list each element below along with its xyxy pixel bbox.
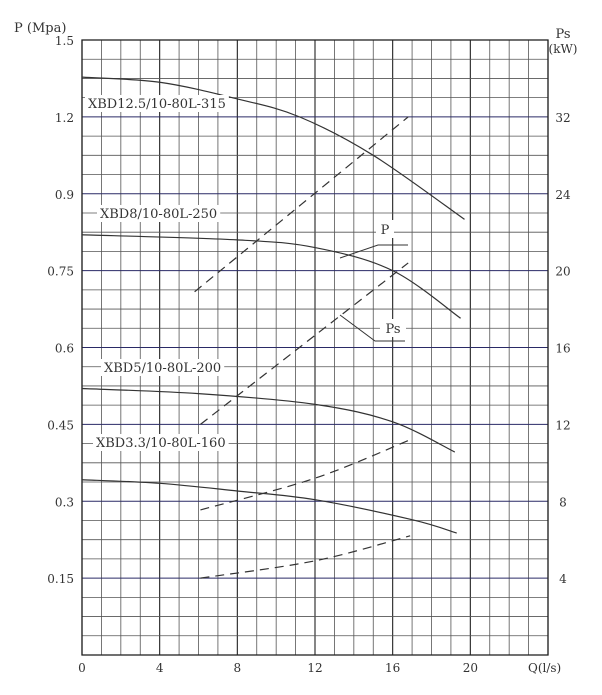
y-left-tick-label: 0.9 xyxy=(55,188,74,202)
x-tick-label: 16 xyxy=(385,661,400,675)
x-axis-label: Q(l/s) xyxy=(528,661,561,675)
y-right-tick-label: 32 xyxy=(555,111,570,125)
x-tick-label: 20 xyxy=(463,661,478,675)
power-curve-dashed xyxy=(194,116,409,293)
power-curve-dashed xyxy=(200,535,411,579)
y-right-tick-label: 4 xyxy=(559,572,567,586)
y-right-tick-label: 16 xyxy=(555,342,570,356)
y-right-axis-unit: (kW) xyxy=(549,42,578,56)
y-left-tick-label: 1.5 xyxy=(55,34,74,48)
power-curve-dashed xyxy=(200,439,411,511)
y-left-tick-label: 0.3 xyxy=(55,495,74,509)
annotation-p: P xyxy=(381,223,390,238)
power-curve-dashed xyxy=(200,262,409,425)
model-label: XBD8/10-80L-250 xyxy=(100,207,217,222)
model-label-bg xyxy=(93,434,229,451)
annotation-leader-p xyxy=(339,244,408,259)
y-left-tick-label: 0.15 xyxy=(47,572,74,586)
annotation-bg xyxy=(376,220,394,238)
model-label-bg xyxy=(97,205,221,222)
head-curve xyxy=(81,387,456,453)
x-tick-label: 12 xyxy=(307,661,322,675)
y-right-tick-label: 24 xyxy=(555,188,571,202)
x-tick-label: 4 xyxy=(156,661,164,675)
head-curve xyxy=(81,234,461,319)
head-curve xyxy=(81,76,465,220)
y-right-tick-label: 12 xyxy=(555,418,570,432)
head-curve xyxy=(81,479,457,534)
annotation-ps: Ps xyxy=(385,322,400,337)
curves xyxy=(81,76,465,579)
y-left-axis-label: P (Mpa) xyxy=(14,21,66,36)
x-tick-label: 0 xyxy=(78,661,86,675)
model-label: XBD12.5/10-80L-315 xyxy=(88,97,226,112)
y-left-tick-label: 0.45 xyxy=(47,418,74,432)
annotation-bg xyxy=(380,319,406,337)
y-left-tick-label: 0.75 xyxy=(47,265,74,279)
x-tick-label: 8 xyxy=(234,661,242,675)
plot-frame xyxy=(81,39,549,656)
y-right-tick-label: 20 xyxy=(555,265,570,279)
model-label: XBD3.3/10-80L-160 xyxy=(96,436,226,451)
annotation-leader-ps xyxy=(339,314,405,342)
model-label-bg xyxy=(101,359,225,376)
y-right-axis-label: Ps xyxy=(555,27,570,42)
labels: P (Mpa) Ps (kW) Q(l/s) 0 4 8 12 16 20 0.15 0.3 0… xyxy=(14,21,577,675)
model-label: XBD5/10-80L-200 xyxy=(104,361,221,376)
y-right-tick-label: 8 xyxy=(559,495,567,509)
grid xyxy=(81,39,549,656)
y-left-tick-label: 1.2 xyxy=(55,111,74,125)
y-left-tick-label: 0.6 xyxy=(55,342,74,356)
model-label-bg xyxy=(85,95,229,112)
